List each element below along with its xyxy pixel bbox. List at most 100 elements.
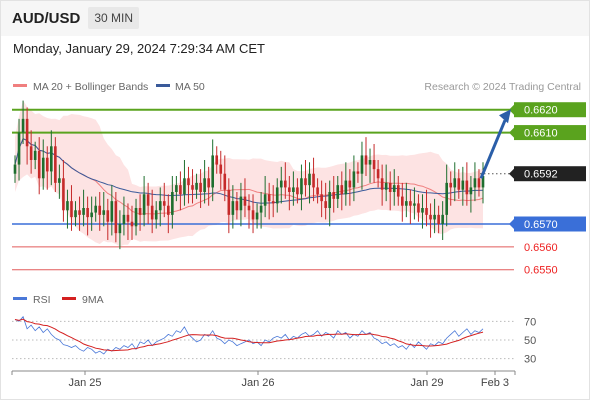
- ma20-legend-label: MA 20 + Bollinger Bands: [33, 81, 148, 93]
- candle-body: [396, 185, 400, 197]
- rsi-legend-label: RSI: [33, 294, 51, 306]
- candle-body: [308, 173, 311, 186]
- candle-body: [433, 214, 436, 220]
- candle-body: [425, 208, 428, 215]
- candle-body: [360, 155, 364, 174]
- candle-body: [316, 187, 319, 195]
- candle-body: [263, 194, 267, 206]
- candle-body: [199, 182, 202, 192]
- x-tick-label: Feb 3: [481, 377, 509, 389]
- candle-body: [320, 194, 323, 202]
- candle-body: [41, 157, 45, 179]
- candle-body: [106, 210, 110, 222]
- resistance-label-bg: [514, 102, 586, 118]
- candle-body: [332, 192, 336, 199]
- candle-body: [70, 201, 73, 218]
- candle-body: [384, 182, 388, 190]
- candle-body: [255, 212, 259, 220]
- rsi-ma-line: [14, 318, 484, 352]
- candle-body: [166, 205, 170, 215]
- candle-body: [400, 196, 404, 206]
- candle-body: [413, 203, 416, 206]
- candle-body: [142, 194, 146, 215]
- candle-body: [304, 178, 307, 186]
- candle-body: [239, 196, 243, 211]
- candle-body: [271, 201, 275, 204]
- candle-body: [348, 180, 352, 188]
- candle-body: [130, 221, 134, 227]
- candle-body: [235, 201, 239, 211]
- candle-body: [449, 182, 453, 188]
- candle-body: [219, 164, 223, 174]
- candle-body: [146, 194, 150, 206]
- resistance-level-label: 0.6610: [524, 128, 558, 140]
- candle-body: [114, 201, 118, 234]
- candle-body: [344, 180, 348, 195]
- candle-body: [247, 205, 251, 211]
- candle-body: [465, 180, 469, 195]
- candle-body: [392, 185, 396, 192]
- x-tick-label: Jan 29: [410, 377, 443, 389]
- candle-body: [211, 155, 215, 188]
- resistance-label-pointer: [509, 127, 514, 138]
- candle-body: [98, 205, 102, 215]
- ma20-legend-swatch: [13, 84, 27, 87]
- candle-body: [171, 192, 174, 215]
- symbol-label: AUD/USD: [12, 9, 81, 27]
- candle-body: [231, 201, 235, 215]
- candle-body: [437, 214, 440, 224]
- candle-body: [195, 182, 198, 190]
- candle-body: [477, 178, 481, 188]
- timeframe-badge[interactable]: 30 MIN: [88, 7, 140, 29]
- candle-body: [207, 178, 210, 188]
- chart-header: AUD/USD 30 MIN: [0, 0, 590, 36]
- candle-body: [134, 208, 138, 227]
- candle-body: [251, 210, 255, 220]
- support-label-bg: [514, 216, 586, 232]
- candle-body: [158, 201, 162, 211]
- minor-level-label: 0.6550: [524, 265, 558, 277]
- minor-level-label: 0.6560: [524, 242, 558, 254]
- candle-body: [380, 178, 384, 190]
- candle-body: [203, 178, 206, 192]
- candle-body: [364, 155, 368, 165]
- candle-body: [78, 210, 81, 215]
- candle-body: [58, 178, 61, 183]
- candle-body: [154, 210, 158, 220]
- x-tick-label: Jan 25: [68, 377, 101, 389]
- candle-body: [33, 150, 37, 160]
- candle-body: [279, 180, 283, 188]
- candle-body: [441, 214, 444, 224]
- chart-datetime: Monday, January 29, 2024 7:29:34 AM CET: [13, 41, 265, 56]
- candle-body: [429, 214, 432, 220]
- current-price-label: 0.6592: [524, 169, 558, 181]
- forecast-arrow-head: [499, 109, 511, 124]
- candle-body: [324, 201, 327, 208]
- x-tick-label: Jan 26: [241, 377, 274, 389]
- candle-body: [223, 173, 227, 190]
- candle-body: [45, 157, 49, 172]
- candle-body: [340, 185, 344, 195]
- candle-body: [296, 187, 299, 195]
- candle-body: [473, 178, 477, 188]
- rsi-tick-label: 30: [524, 354, 536, 366]
- candle-body: [122, 214, 126, 224]
- resistance-label-pointer: [509, 104, 514, 115]
- candle-body: [25, 118, 29, 147]
- candle-body: [283, 180, 287, 188]
- rsi-tick-label: 70: [524, 316, 536, 328]
- candle-body: [49, 146, 53, 172]
- current-price-label-bg: [514, 166, 586, 182]
- rsi-tick-label: 50: [524, 335, 536, 347]
- candle-body: [275, 187, 279, 204]
- candle-body: [417, 203, 420, 213]
- candle-body: [118, 224, 122, 234]
- candle-body: [162, 201, 166, 206]
- candle-body: [110, 201, 114, 222]
- candle-body: [243, 196, 247, 206]
- candle-body: [90, 212, 93, 218]
- credit-label: Research © 2024 Trading Central: [424, 81, 581, 93]
- candle-body: [126, 214, 130, 222]
- candle-body: [191, 185, 194, 190]
